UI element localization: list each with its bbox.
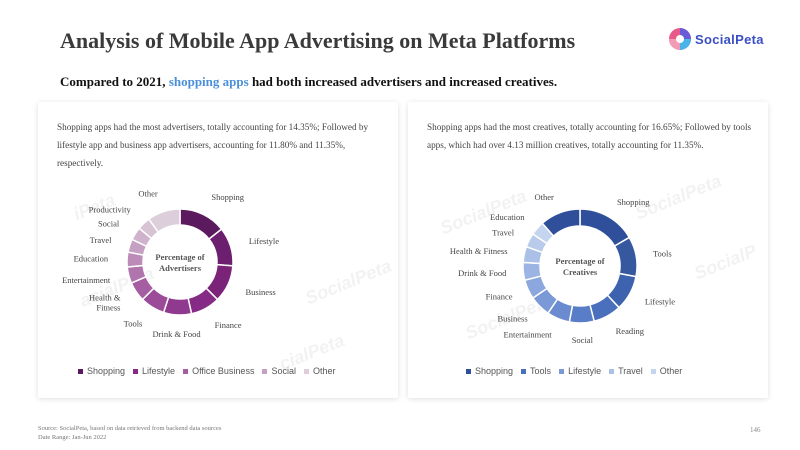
- slice-label-lifestyle: Lifestyle: [249, 236, 279, 246]
- socialpeta-logo-icon: [669, 28, 691, 50]
- creatives-legend: Shopping Tools Lifestyle Travel Other: [466, 366, 690, 376]
- subtitle-prefix: Compared to 2021,: [60, 74, 169, 89]
- slice-label-education: Education: [490, 212, 525, 222]
- subtitle-highlight: shopping apps: [168, 74, 249, 89]
- chart-center-label: Advertisers: [159, 263, 202, 273]
- legend-label: Social: [271, 366, 296, 376]
- legend-swatch: [559, 368, 565, 374]
- legend-swatch: [466, 368, 471, 374]
- slice-label-tools: Tools: [124, 318, 143, 328]
- legend-item-shopping[interactable]: Shopping: [78, 366, 125, 376]
- slice-label-business: Business: [245, 287, 275, 297]
- legend-label: Lifestyle: [142, 366, 176, 376]
- advertisers-description: Shopping apps had the most advertisers, …: [57, 122, 369, 168]
- slice-label-travel: Travel: [492, 227, 515, 237]
- legend-swatch: [521, 368, 527, 374]
- slice-label-social: Social: [572, 335, 594, 345]
- legend-swatch: [303, 368, 309, 374]
- donut-slice-other: [541, 208, 581, 238]
- legend-swatch: [650, 368, 656, 374]
- slice-label-lifestyle: Lifestyle: [645, 297, 675, 307]
- legend-swatch: [133, 368, 139, 374]
- advertisers-donut-chart: Shopping Lifestyle Business Finance Drink & …: [62, 189, 279, 339]
- slice-label-tools: Tools: [653, 249, 672, 259]
- advertisers-legend: Shopping Lifestyle Office Business Social Ot…: [78, 366, 343, 376]
- creatives-chart-card: SocialPeta SocialPeta SocialP SocialPeta…: [408, 102, 768, 398]
- footer-source: Source: SocialPeta, based on data retrie…: [38, 425, 221, 442]
- slice-label-travel: Travel: [90, 235, 113, 245]
- subtitle-suffix: had both increased advertisers and incre…: [248, 74, 558, 89]
- slice-label-health-and-fitness: Health & Fitness: [450, 246, 508, 256]
- slice-label-education: Education: [74, 254, 109, 264]
- slice-label-finance: Finance: [486, 291, 513, 301]
- slice-label-entertainment: Entertainment: [62, 275, 111, 285]
- slice-label-productivity: Productivity: [89, 205, 132, 215]
- legend-label: Lifestyle: [568, 366, 602, 376]
- donut-slice-shopping: [579, 208, 631, 247]
- slice-label-drink-and-food: Drink & Food: [458, 268, 507, 278]
- legend-label: Other: [659, 366, 683, 376]
- legend-swatch: [609, 368, 615, 374]
- legend-swatch: [78, 368, 83, 374]
- legend-label: Other: [312, 366, 336, 376]
- date-range-note: Date Range: Jan-Jun 2022: [38, 433, 107, 441]
- legend-label: Tools: [530, 366, 552, 376]
- legend-swatch: [183, 368, 189, 374]
- slice-label-business: Business: [497, 313, 527, 323]
- chart-center-label: Percentage of: [555, 256, 604, 266]
- legend-label: Shopping: [475, 366, 514, 376]
- donut-slice-social: [568, 303, 596, 324]
- slice-label-drink-and-food: Drink & Food: [153, 329, 202, 339]
- advertisers-chart-card: iPeta acialPeta SocialPeta cialPeta Shop…: [38, 102, 398, 398]
- legend-item-office-business[interactable]: Office Business: [183, 366, 254, 376]
- logo-text: SocialPeta: [695, 31, 764, 47]
- legend-label: Travel: [618, 366, 643, 376]
- legend-item-lifestyle[interactable]: Lifestyle: [133, 366, 175, 376]
- subtitle: Compared to 2021, shopping apps had both…: [60, 74, 557, 90]
- page-title: Analysis of Mobile App Advertising on Me…: [60, 28, 576, 53]
- legend-item-other[interactable]: Other: [650, 366, 683, 376]
- legend-item-social[interactable]: Social: [262, 366, 296, 376]
- legend-item-other[interactable]: Other: [303, 366, 336, 376]
- legend-item-travel[interactable]: Travel: [609, 366, 643, 376]
- slice-label-other: Other: [534, 192, 554, 202]
- chart-center-label: Creatives: [563, 267, 598, 277]
- slice-label-health-and-fitness: Health & Fitness: [89, 292, 121, 312]
- legend-item-lifestyle[interactable]: Lifestyle: [559, 366, 601, 376]
- legend-label: Office Business: [192, 366, 255, 376]
- slice-label-finance: Finance: [215, 320, 242, 330]
- slice-label-shopping: Shopping: [617, 197, 650, 207]
- legend-swatch: [262, 368, 268, 374]
- slice-label-reading: Reading: [616, 326, 645, 336]
- slice-label-other: Other: [138, 189, 158, 199]
- creatives-description: Shopping apps had the most creatives, to…: [427, 122, 752, 150]
- donut-slice-other: [147, 208, 181, 234]
- slice-label-entertainment: Entertainment: [504, 329, 553, 339]
- chart-center-label: Percentage of: [155, 252, 204, 262]
- page-number: 146: [750, 426, 761, 434]
- donut-slice-tools: [613, 236, 638, 278]
- legend-label: Shopping: [87, 366, 126, 376]
- creatives-donut-chart: Shopping Tools Lifestyle Reading Social Enter…: [450, 192, 675, 345]
- source-note: Source: SocialPeta, based on data retrie…: [38, 425, 222, 432]
- slice-label-social: Social: [98, 218, 120, 228]
- legend-item-tools[interactable]: Tools: [521, 366, 551, 376]
- slice-label-shopping: Shopping: [211, 192, 244, 202]
- brand-logo: SocialPeta: [668, 27, 764, 51]
- legend-item-shopping[interactable]: Shopping: [466, 366, 513, 376]
